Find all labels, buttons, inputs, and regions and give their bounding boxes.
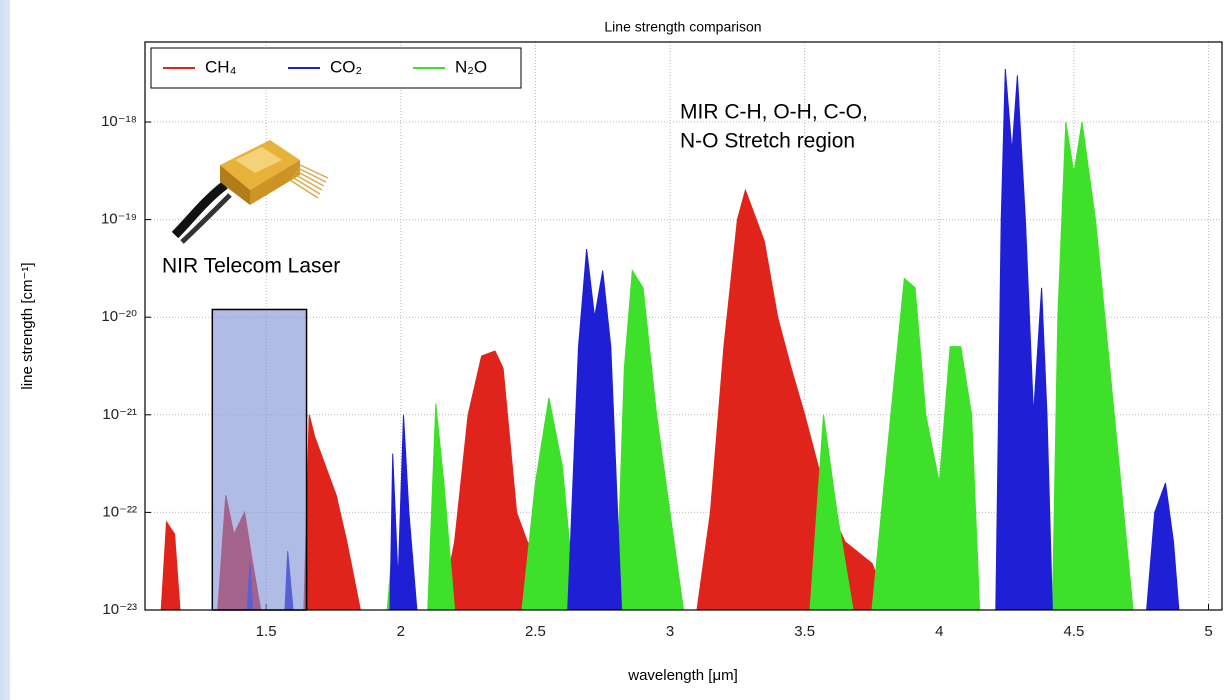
page: Line strength comparison wavelength [μm]… <box>0 0 1228 700</box>
x-tick-label: 2.5 <box>525 623 546 640</box>
x-tick-label: 2 <box>397 623 405 640</box>
y-tick-label: 10⁻¹⁹ <box>101 211 137 228</box>
annotation: MIR C-H, O-H, C-O, <box>680 101 868 124</box>
legend-label: CH₄ <box>205 57 237 76</box>
y-tick-label: 10⁻¹⁸ <box>101 113 137 130</box>
annotation: N-O Stretch region <box>680 130 855 153</box>
x-tick-label: 4.5 <box>1063 623 1084 640</box>
chart-title: Line strength comparison <box>604 19 761 35</box>
legend-label: CO₂ <box>330 57 362 76</box>
x-tick-label: 5 <box>1204 623 1212 640</box>
chart: Line strength comparison wavelength [μm]… <box>0 0 1228 700</box>
y-tick-label: 10⁻²² <box>102 503 137 520</box>
x-tick-label: 3.5 <box>794 623 815 640</box>
annotation: NIR Telecom Laser <box>162 255 340 278</box>
y-tick-label: 10⁻²³ <box>102 601 137 618</box>
y-tick-label: 10⁻²⁰ <box>101 308 137 325</box>
y-axis-label: line strength [cm⁻¹] <box>19 262 36 389</box>
highlight-region <box>212 309 306 610</box>
x-tick-label: 1.5 <box>256 623 277 640</box>
plot-area: 1.5 2 2.5 3 3.5 4 4.5 5 10⁻²³ 10⁻²² 10⁻²¹ 10⁻²⁰ 10⁻¹… <box>101 42 1222 640</box>
y-tick-label: 10⁻²¹ <box>102 406 137 423</box>
x-tick-label: 3 <box>666 623 674 640</box>
legend-label: N₂O <box>455 57 487 76</box>
x-tick-label: 4 <box>935 623 943 640</box>
x-axis-label: wavelength [μm] <box>627 667 738 684</box>
